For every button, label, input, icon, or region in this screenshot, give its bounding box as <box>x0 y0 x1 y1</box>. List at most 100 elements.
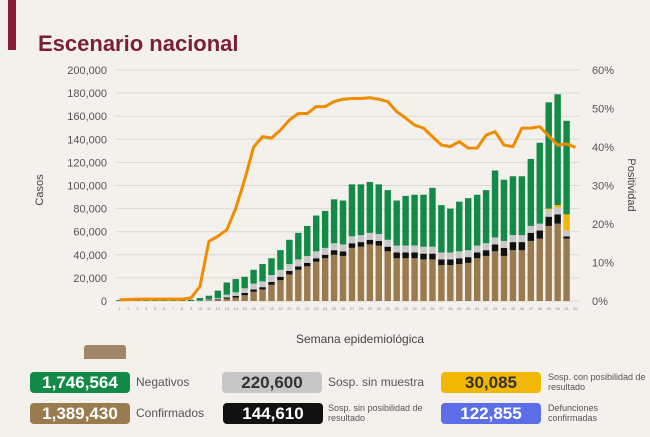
y-axis-label: Casos <box>34 174 46 206</box>
bar-sosp-sin-muestra <box>268 275 275 282</box>
bar-confirmados <box>429 259 436 301</box>
y-tick-label: 180,000 <box>67 88 107 100</box>
positividad-line <box>119 96 577 302</box>
bar-sosp-sin-posibilidad-de-resultado <box>366 239 374 245</box>
x-tick-label: 39 <box>457 306 462 311</box>
x-tick-label: 38 <box>448 306 453 311</box>
bar-confirmados <box>223 298 230 301</box>
bar-negativos <box>393 200 400 246</box>
bar-confirmados <box>232 297 239 301</box>
mexico-logo <box>84 345 126 359</box>
bar-confirmados <box>348 247 356 301</box>
bar-sosp-sin-muestra <box>232 292 239 296</box>
x-tick-label: 26 <box>341 306 346 311</box>
bar-sosp-sin-muestra <box>384 239 391 247</box>
bar-sosp-sin-posibilidad-de-resultado <box>241 292 248 296</box>
x-tick-label: 34 <box>412 306 417 311</box>
bar-sosp-sin-muestra <box>241 288 248 293</box>
bar-sosp-sin-muestra <box>429 246 436 254</box>
x-tick-label: 7 <box>172 306 175 311</box>
bar-sosp-sin-posibilidad-de-resultado <box>563 236 570 239</box>
x-tick-label: 50 <box>555 306 560 311</box>
x-tick-label: 52 <box>573 306 578 311</box>
bar-negativos <box>232 279 239 293</box>
bar-sosp-sin-posibilidad-de-resultado <box>402 252 409 259</box>
bar-negativos <box>304 225 311 256</box>
bar-confirmados <box>375 245 383 301</box>
bar-negativos <box>312 215 320 252</box>
x-tick-label: 27 <box>350 306 355 311</box>
bar-sosp-sin-muestra <box>402 245 409 253</box>
bar-negativos <box>268 258 275 276</box>
bar-sosp-sin-muestra <box>456 251 463 259</box>
bar-sosp-sin-muestra <box>518 235 526 243</box>
bar-sosp-sin-posibilidad-de-resultado <box>259 287 266 290</box>
bar-negativos <box>491 170 499 238</box>
confirmados-label: Confirmados <box>136 406 205 420</box>
x-tick-label: 41 <box>475 306 480 311</box>
x-tick-label: 51 <box>564 306 569 311</box>
bar-negativos <box>214 290 222 299</box>
x-tick-label: 46 <box>520 306 525 311</box>
bar-confirmados <box>241 295 248 301</box>
x-tick-label: 6 <box>163 306 166 311</box>
x-tick-label: 44 <box>502 306 507 311</box>
bar-sosp-sin-muestra <box>330 243 338 251</box>
bar-confirmados <box>554 223 561 301</box>
bar-sosp-sin-muestra <box>366 232 374 240</box>
bar-negativos <box>286 239 293 265</box>
bar-negativos <box>384 190 391 240</box>
bar-sosp-sin-posibilidad-de-resultado <box>527 232 535 241</box>
bar-negativos <box>205 295 213 300</box>
bar-sosp-sin-posibilidad-de-resultado <box>545 216 552 226</box>
bar-confirmados <box>563 238 570 301</box>
bar-negativos <box>116 300 123 301</box>
negativos-value: 1,746,564 <box>30 372 130 393</box>
x-tick-label: 25 <box>332 306 337 311</box>
x-tick-label: 43 <box>493 306 498 311</box>
x-tick-label: 40 <box>466 306 471 311</box>
x-tick-label: 24 <box>323 306 328 311</box>
x-tick-label: 18 <box>269 306 274 311</box>
bar-negativos <box>187 299 195 301</box>
x-tick-label: 8 <box>181 306 184 311</box>
x-tick-label: 12 <box>216 306 221 311</box>
x-tick-label: 22 <box>305 306 310 311</box>
x-tick-label: 15 <box>242 306 247 311</box>
sin-muestra-label: Sosp. sin muestra <box>328 375 425 389</box>
bar-sosp-con-posibilidad-de-resultado <box>563 214 570 231</box>
bar-sosp-sin-muestra <box>205 299 213 301</box>
bar-sosp-sin-posibilidad-de-resultado <box>447 259 454 266</box>
x-tick-label: 32 <box>394 306 399 311</box>
bar-confirmados <box>465 262 472 301</box>
bar-sosp-sin-muestra <box>339 244 347 252</box>
x-tick-label: 47 <box>529 306 534 311</box>
bar-sosp-con-posibilidad-de-resultado <box>554 205 561 208</box>
y-axis-ticks: 0 20,000 40,000 60,000 80,000 100,000 120,000 1… <box>67 65 107 308</box>
bar-sosp-sin-muestra <box>223 294 230 298</box>
x-tick-label: 31 <box>386 306 391 311</box>
bar-sosp-sin-posibilidad-de-resultado <box>384 246 391 252</box>
bar-sosp-sin-muestra <box>420 246 427 254</box>
x-axis-ticks: 1 2 3 4 5 6 7 8 9 10 11 12 13 14 15 16 17 18 19 20 21 22 23 24 2… <box>118 306 578 311</box>
bar-confirmados <box>286 274 293 301</box>
x-tick-label: 45 <box>511 306 516 311</box>
bar-sosp-con-posibilidad-de-resultado <box>545 208 552 210</box>
x-tick-label: 48 <box>538 306 543 311</box>
bar-sosp-sin-muestra <box>536 223 543 231</box>
bar-sosp-sin-posibilidad-de-resultado <box>330 250 338 255</box>
x-tick-label: 37 <box>439 306 444 311</box>
bar-negativos <box>545 102 552 209</box>
con-posibilidad-value: 30,085 <box>441 372 541 393</box>
bar-sosp-sin-muestra <box>473 245 481 253</box>
y-tick-label: 20,000 <box>73 273 107 285</box>
bar-confirmados <box>447 265 454 301</box>
x-tick-label: 21 <box>296 306 301 311</box>
bar-confirmados <box>268 284 275 301</box>
bar-sosp-sin-muestra <box>393 245 400 253</box>
bar-confirmados <box>500 255 508 301</box>
bar-sosp-sin-posibilidad-de-resultado <box>438 259 445 266</box>
bar-sosp-sin-muestra <box>304 255 311 263</box>
bar-sosp-sin-muestra <box>375 234 383 241</box>
